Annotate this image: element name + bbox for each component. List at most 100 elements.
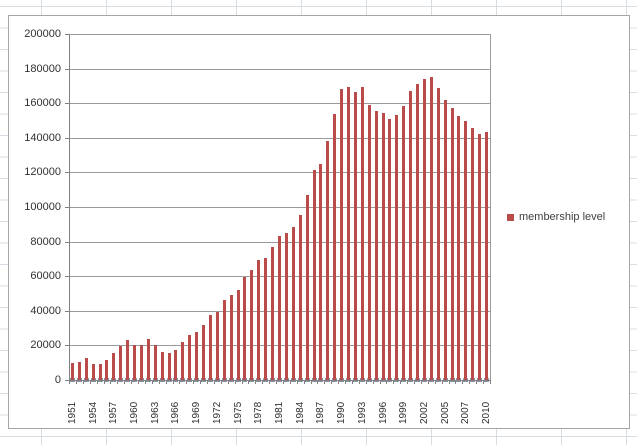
x-axis-label: 1963 [149, 401, 161, 424]
bar[interactable] [388, 118, 392, 380]
bar[interactable] [360, 86, 364, 380]
bar[interactable] [195, 332, 199, 380]
bar[interactable] [326, 141, 330, 380]
bar[interactable] [222, 299, 226, 380]
bar[interactable] [291, 226, 295, 380]
bar[interactable] [236, 290, 240, 380]
bar[interactable] [139, 345, 143, 380]
bar[interactable] [160, 352, 164, 380]
x-axis-tick [365, 381, 367, 384]
bar[interactable] [98, 363, 102, 380]
bar[interactable] [70, 362, 74, 380]
bar[interactable] [243, 277, 247, 380]
x-axis-tick [490, 381, 491, 384]
y-gridline [69, 103, 491, 105]
bar[interactable] [126, 340, 130, 380]
x-axis-tick [276, 381, 278, 384]
bar[interactable] [188, 335, 192, 380]
bar[interactable] [333, 113, 337, 380]
x-axis-label: 1978 [253, 401, 265, 424]
bar[interactable] [319, 163, 323, 381]
bar[interactable] [84, 357, 88, 380]
x-axis-tick [345, 381, 347, 384]
x-axis-tick [310, 381, 312, 384]
bar[interactable] [402, 105, 406, 380]
bar[interactable] [208, 315, 212, 380]
bar[interactable] [367, 104, 371, 380]
bar[interactable] [429, 77, 433, 381]
bar[interactable] [146, 338, 150, 380]
x-axis-tick [186, 381, 188, 384]
bar[interactable] [133, 345, 137, 380]
bar[interactable] [416, 84, 420, 380]
x-axis-tick [69, 381, 70, 384]
x-axis-label: 1996 [377, 401, 389, 424]
bar[interactable] [340, 88, 344, 380]
y-axis-tick [65, 345, 69, 347]
plot-area: 200000 180000 160000 140000 120000 100000 8000… [9, 16, 629, 428]
bar[interactable] [381, 112, 385, 380]
bar[interactable] [409, 91, 413, 380]
bar[interactable] [422, 79, 426, 380]
bar[interactable] [298, 214, 302, 380]
bar[interactable] [347, 86, 351, 380]
bar[interactable] [353, 92, 357, 380]
bar[interactable] [471, 128, 475, 380]
x-axis-tick [434, 381, 436, 384]
x-axis-tick [213, 381, 215, 384]
bar[interactable] [229, 295, 233, 380]
x-axis-tick [262, 381, 264, 384]
bar[interactable] [464, 120, 468, 380]
x-axis-tick [296, 381, 298, 384]
bar[interactable] [278, 236, 281, 380]
y-axis-label: 140000 [24, 131, 61, 144]
bar[interactable] [436, 87, 440, 380]
chart-object[interactable]: 200000 180000 160000 140000 120000 100000 8000… [8, 15, 630, 429]
bar[interactable] [450, 107, 454, 380]
x-axis-tick [420, 381, 422, 384]
x-axis-tick [400, 381, 402, 384]
bar[interactable] [457, 116, 461, 380]
bar[interactable] [119, 346, 123, 380]
bar[interactable] [478, 133, 482, 380]
x-axis-tick [193, 381, 195, 384]
bar[interactable] [312, 169, 316, 380]
bar[interactable] [257, 259, 261, 380]
bar[interactable] [105, 360, 109, 380]
bar[interactable] [264, 258, 268, 380]
y-axis-label: 80000 [30, 235, 61, 248]
x-axis-tick [455, 381, 457, 384]
bar[interactable] [174, 349, 178, 380]
x-axis-tick [407, 381, 409, 384]
x-axis-label: 1957 [108, 401, 120, 424]
bar[interactable] [395, 115, 399, 380]
x-axis-label: 2002 [418, 401, 430, 424]
bar[interactable] [443, 99, 447, 380]
y-axis-label: 100000 [24, 201, 61, 213]
bar[interactable] [284, 233, 288, 380]
x-axis-tick [144, 381, 146, 384]
bar[interactable] [91, 364, 95, 380]
bar[interactable] [181, 341, 185, 380]
bar[interactable] [202, 324, 206, 380]
y-axis-tick [65, 207, 69, 208]
legend[interactable]: membership level [507, 211, 605, 223]
x-axis-tick [207, 381, 209, 384]
bar[interactable] [215, 311, 219, 380]
x-axis-tick [158, 381, 160, 384]
bar[interactable] [485, 131, 489, 380]
bar[interactable] [77, 361, 81, 380]
bar[interactable] [250, 270, 254, 380]
x-axis-tick [103, 381, 105, 384]
x-axis-label: 1954 [87, 401, 99, 424]
bar[interactable] [167, 353, 171, 380]
x-axis-label: 1984 [294, 401, 306, 424]
bar[interactable] [374, 111, 378, 380]
y-axis-tick [65, 380, 69, 381]
x-axis-line [69, 380, 491, 381]
bar[interactable] [153, 344, 157, 380]
bar[interactable] [271, 246, 275, 380]
bar[interactable] [112, 353, 116, 380]
bar[interactable] [305, 194, 309, 380]
